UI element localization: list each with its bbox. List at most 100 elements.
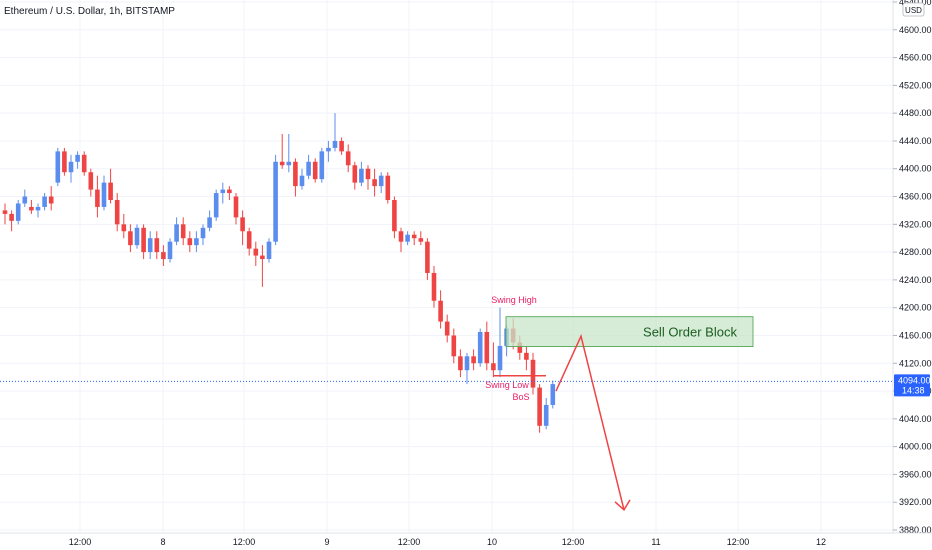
- candle-body: [293, 161, 298, 187]
- projection-path: [555, 333, 625, 511]
- candle-body: [29, 206, 34, 211]
- candle-body: [497, 345, 503, 371]
- candle-body: [121, 224, 127, 232]
- y-tick-label: 4480.00: [899, 108, 932, 118]
- candle-body: [411, 234, 417, 239]
- candle-body: [15, 203, 21, 221]
- candle-body: [543, 404, 549, 426]
- y-tick-label: 4400.00: [899, 164, 932, 174]
- y-tick-label: 4360.00: [899, 192, 932, 202]
- candle-body: [279, 161, 285, 166]
- candle-body: [68, 161, 74, 173]
- candle-countdown: 14:38: [902, 385, 925, 395]
- candle-body: [365, 168, 371, 180]
- candle-body: [194, 238, 199, 246]
- candle-body: [273, 161, 278, 242]
- y-tick-label: 4240.00: [899, 275, 932, 285]
- candle-body: [392, 200, 397, 232]
- candle-body: [431, 272, 437, 301]
- x-tick-label: 12:00: [398, 537, 421, 547]
- candle-body: [161, 252, 166, 260]
- candle-body: [312, 161, 318, 180]
- candle-body: [319, 151, 325, 180]
- bos-label: BoS: [512, 392, 529, 402]
- candle-body: [22, 196, 28, 204]
- candle-body: [306, 161, 311, 176]
- candle-body: [42, 196, 47, 207]
- y-tick-label: 4320.00: [899, 219, 932, 229]
- swing-low-label: Swing Low: [485, 380, 529, 390]
- candle-body: [95, 189, 100, 207]
- y-tick-label: 4600.00: [899, 25, 932, 35]
- candle-body: [233, 196, 239, 218]
- candle-body: [372, 179, 377, 187]
- candle-body: [62, 151, 67, 173]
- last-price-badge: [894, 374, 930, 397]
- candle-body: [101, 182, 107, 207]
- sell-order-block-zone: [505, 316, 754, 347]
- candle-body: [167, 241, 173, 260]
- currency-button[interactable]: [902, 2, 925, 17]
- candle-body: [359, 168, 364, 183]
- candle-body: [299, 175, 305, 187]
- candle-body: [114, 200, 120, 225]
- candle-body: [326, 147, 331, 152]
- y-tick-label: 3960.00: [899, 469, 932, 479]
- x-tick-label: 12: [816, 537, 826, 547]
- y-tick-label: 4040.00: [899, 414, 932, 424]
- candle-body: [530, 359, 536, 388]
- y-tick-label: 4000.00: [899, 442, 932, 452]
- y-tick-label: 4120.00: [899, 358, 932, 368]
- candle-body: [141, 227, 146, 253]
- candle-body: [517, 342, 523, 353]
- candle-body: [286, 161, 292, 166]
- candle-body: [180, 224, 186, 239]
- candle-body: [227, 189, 232, 194]
- candle-body: [425, 241, 430, 273]
- currency-label: USD: [905, 6, 922, 15]
- candle-body: [266, 241, 272, 260]
- y-tick-label: 4160.00: [899, 330, 932, 340]
- candle-body: [418, 238, 424, 242]
- swing-high-label: Swing High: [491, 295, 537, 305]
- candle-body: [220, 189, 226, 194]
- candle-body: [207, 217, 212, 228]
- x-tick-label: 9: [324, 537, 329, 547]
- chart-title: Ethereum / U.S. Dollar, 1h, BITSTAMP: [4, 6, 175, 17]
- candle-body: [134, 227, 140, 246]
- y-tick-label: 4560.00: [899, 53, 932, 63]
- candle-body: [55, 151, 61, 183]
- x-tick-label: 12:00: [562, 537, 585, 547]
- y-tick-label: 3880.00: [899, 525, 932, 535]
- projection-arrowhead: [614, 499, 631, 512]
- y-tick-label: 4520.00: [899, 80, 932, 90]
- candle-body: [154, 238, 160, 253]
- x-tick-label: 12:00: [727, 537, 750, 547]
- candle-body: [550, 384, 556, 405]
- sell-order-block-label: Sell Order Block: [643, 325, 737, 340]
- y-tick-label: 4440.00: [899, 136, 932, 146]
- candle-body: [405, 234, 410, 242]
- candle-body: [253, 248, 259, 256]
- candle-body: [246, 231, 252, 249]
- candle-body: [339, 140, 344, 152]
- candle-body: [200, 227, 206, 239]
- candle-body: [174, 224, 179, 242]
- candle-body: [477, 332, 483, 364]
- candle-body: [491, 363, 496, 371]
- candle-body: [240, 217, 245, 232]
- candle-body: [378, 175, 384, 187]
- candle-body: [9, 213, 14, 221]
- time-axis[interactable]: 12:00 8 12:00 9 12:00 10 12:00 11 12:00 12: [0, 532, 932, 547]
- x-tick-label: 12:00: [69, 537, 92, 547]
- candle-body: [385, 175, 391, 200]
- candle-body: [35, 206, 41, 211]
- candle-body: [464, 356, 470, 371]
- candle-body: [187, 238, 193, 246]
- candle-body: [213, 193, 219, 218]
- candle-body: [108, 182, 113, 200]
- candle-body: [48, 196, 54, 204]
- y-tick-label: 4280.00: [899, 247, 932, 257]
